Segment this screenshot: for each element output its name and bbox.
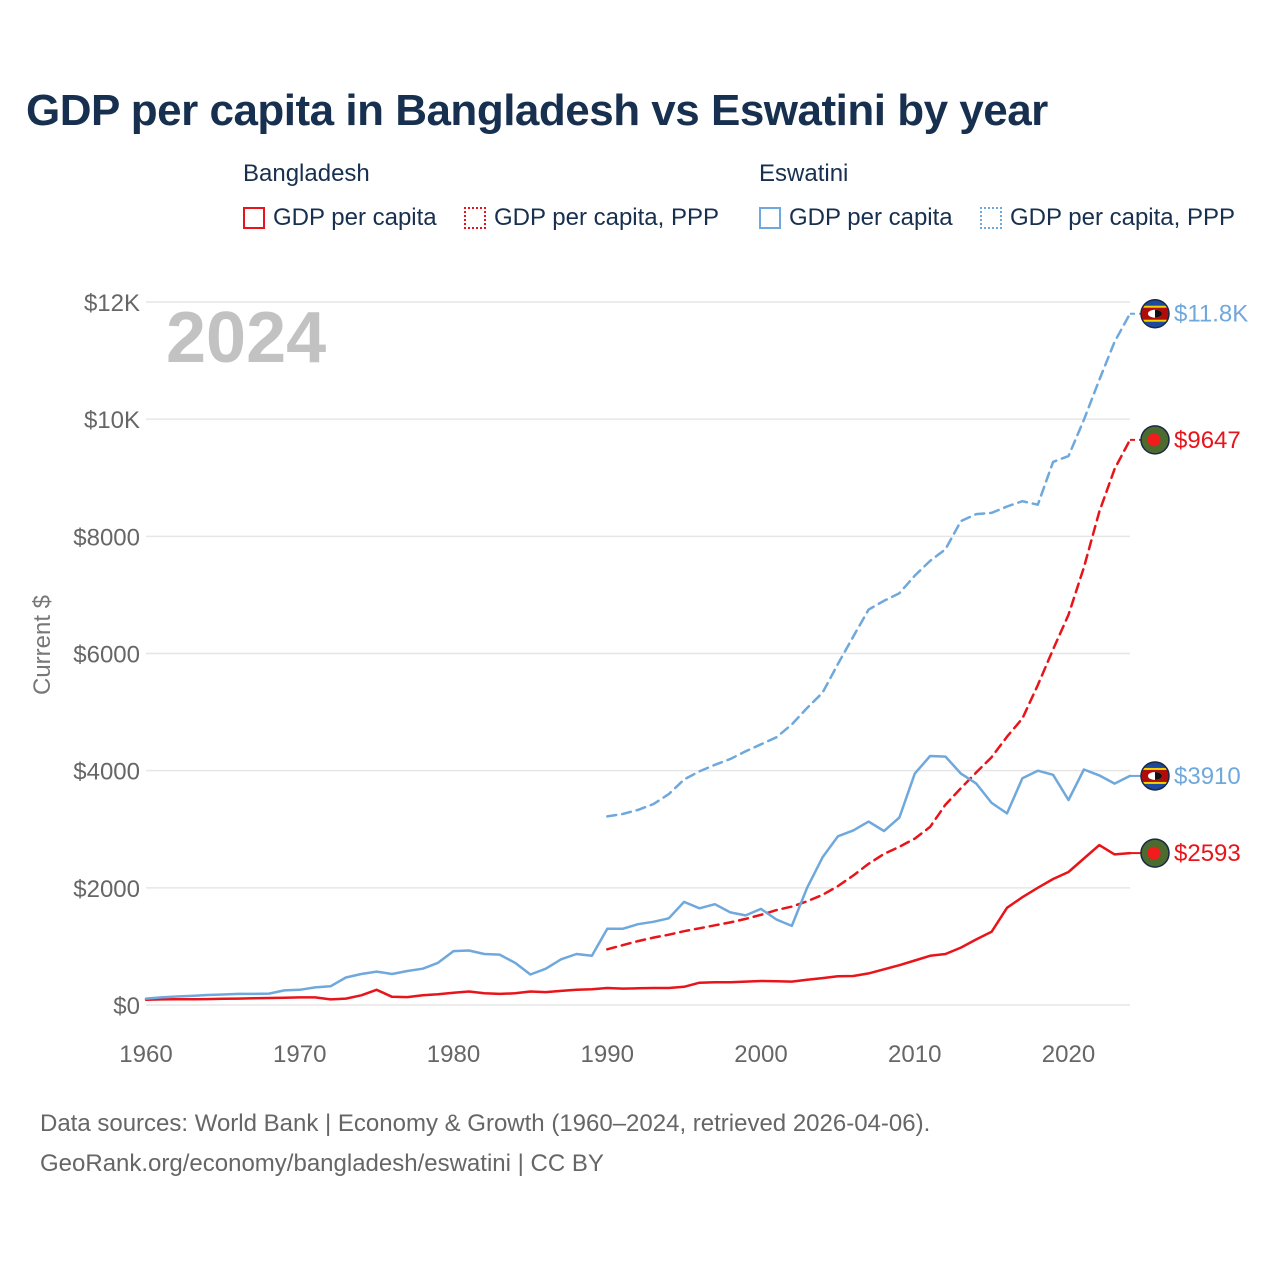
source-line-1[interactable]: Data sources: World Bank | Economy & Gro… bbox=[40, 1110, 931, 1137]
eswatini-flag-icon bbox=[1140, 761, 1170, 791]
legend-item-bangladesh-gdp[interactable]: GDP per capita bbox=[243, 204, 437, 232]
x-tick-label: 1960 bbox=[119, 1041, 172, 1068]
y-tick-label: $12K bbox=[84, 290, 140, 317]
y-axis-ticks: $0 $2000 $4000 $6000 $8000 $10K $12K bbox=[73, 290, 140, 1020]
bangladesh-flag-icon bbox=[1140, 838, 1170, 868]
end-value-label: $11.8K bbox=[1174, 301, 1248, 328]
x-tick-label: 1980 bbox=[427, 1041, 480, 1068]
legend-country-bangladesh: Bangladesh bbox=[243, 160, 370, 187]
end-markers: $2593 $9647 $3910 $11.8K bbox=[1140, 298, 1248, 868]
x-tick-label: 2010 bbox=[888, 1041, 941, 1068]
y-tick-label: $0 bbox=[113, 993, 140, 1020]
y-tick-label: $10K bbox=[84, 407, 140, 434]
series-lines bbox=[144, 312, 1141, 1001]
legend-swatch-solid-red bbox=[243, 207, 265, 229]
end-value-label: $9647 bbox=[1174, 427, 1241, 454]
legend-label: GDP per capita, PPP bbox=[1010, 204, 1235, 231]
x-tick-label: 2020 bbox=[1042, 1041, 1095, 1068]
legend-country-eswatini: Eswatini bbox=[759, 160, 849, 187]
legend-swatch-dotted-red bbox=[464, 207, 486, 229]
legend-item-eswatini-gdp-ppp[interactable]: GDP per capita, PPP bbox=[980, 204, 1235, 232]
legend-swatch-solid-blue bbox=[759, 207, 781, 229]
x-tick-label: 2000 bbox=[734, 1041, 787, 1068]
end-value-label: $3910 bbox=[1174, 763, 1241, 790]
x-axis-ticks: 1960 1970 1980 1990 2000 2010 2020 bbox=[119, 1041, 1095, 1068]
y-axis-label: Current $ bbox=[29, 595, 56, 695]
series-line-eswatini-ppp[interactable] bbox=[606, 312, 1132, 818]
y-tick-label: $2000 bbox=[73, 876, 140, 903]
year-watermark: 2024 bbox=[166, 298, 326, 378]
chart-title: GDP per capita in Bangladesh vs Eswatini… bbox=[26, 86, 1048, 135]
y-tick-label: $8000 bbox=[73, 524, 140, 551]
bangladesh-flag-icon bbox=[1140, 425, 1170, 455]
source-line-2[interactable]: GeoRank.org/economy/bangladesh/eswatini … bbox=[40, 1150, 604, 1177]
y-tick-label: $6000 bbox=[73, 642, 140, 669]
end-value-label: $2593 bbox=[1174, 840, 1241, 867]
series-line-bangladesh[interactable] bbox=[144, 843, 1132, 1001]
legend-item-eswatini-gdp[interactable]: GDP per capita bbox=[759, 204, 953, 232]
x-tick-label: 1970 bbox=[273, 1041, 326, 1068]
grid-lines bbox=[146, 301, 1130, 1006]
series-line-eswatini[interactable] bbox=[144, 754, 1132, 1000]
legend-swatch-dotted-blue bbox=[980, 207, 1002, 229]
eswatini-flag-icon bbox=[1140, 298, 1170, 329]
y-tick-label: $4000 bbox=[73, 759, 140, 786]
series-line-bangladesh-ppp[interactable] bbox=[606, 438, 1132, 951]
legend-item-bangladesh-gdp-ppp[interactable]: GDP per capita, PPP bbox=[464, 204, 719, 232]
x-tick-label: 1990 bbox=[581, 1041, 634, 1068]
legend-label: GDP per capita bbox=[273, 204, 437, 231]
legend-label: GDP per capita bbox=[789, 204, 953, 231]
source-note: Data sources: World Bank | Economy & Gro… bbox=[40, 1104, 930, 1184]
legend-label: GDP per capita, PPP bbox=[494, 204, 719, 231]
